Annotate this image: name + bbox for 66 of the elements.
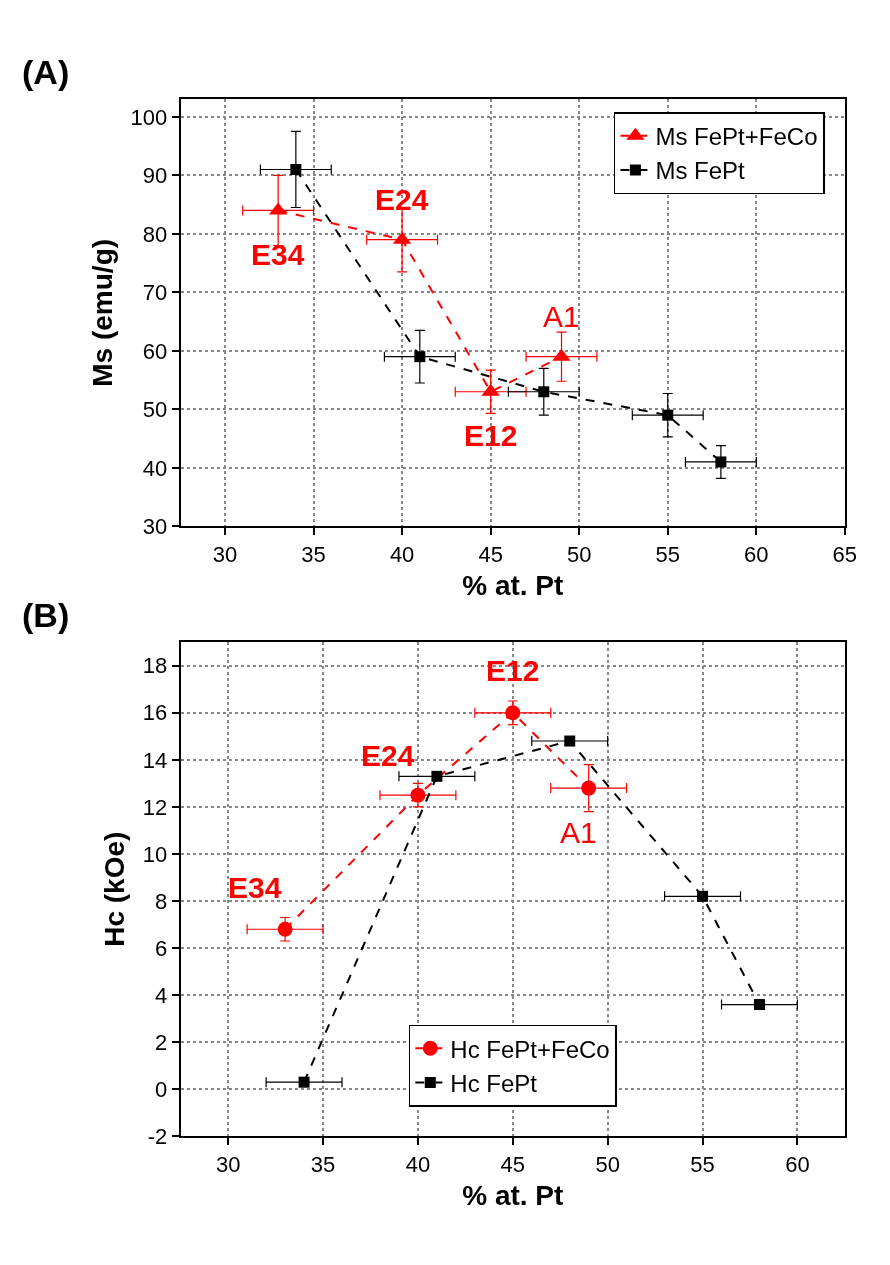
y-tick-label: 6 xyxy=(155,935,168,961)
x-tick-label: 55 xyxy=(690,1151,715,1177)
point xyxy=(298,1076,310,1088)
x-tick-label: 50 xyxy=(595,1151,620,1177)
y-tick-label: 80 xyxy=(142,221,168,247)
chart-title: (A) xyxy=(22,53,70,91)
point xyxy=(753,999,765,1011)
y-axis-title: Hc (kOe) xyxy=(99,831,131,947)
legend-label: Ms FePt xyxy=(655,157,746,185)
y-tick-label: -2 xyxy=(147,1124,168,1149)
annotation: E12 xyxy=(486,654,540,687)
y-tick-label: 70 xyxy=(142,280,168,306)
chart-title: (B) xyxy=(22,596,70,634)
x-tick-label: 35 xyxy=(301,541,326,567)
x-tick-label: 60 xyxy=(744,541,769,567)
annotation: E12 xyxy=(464,419,518,452)
y-tick-label: 18 xyxy=(142,653,168,679)
x-tick-label: 30 xyxy=(215,1151,241,1177)
legend-label: Ms FePt+FeCo xyxy=(655,123,818,151)
y-tick-label: 50 xyxy=(142,397,168,423)
y-tick-label: 16 xyxy=(142,700,168,726)
x-tick-label: 55 xyxy=(655,541,680,567)
point xyxy=(538,386,550,398)
point xyxy=(505,705,521,721)
y-tick-label: 90 xyxy=(142,163,168,189)
y-axis-title: Ms (emu/g) xyxy=(86,238,118,387)
y-tick-label: 30 xyxy=(142,514,168,539)
point xyxy=(277,921,293,937)
y-tick-label: 12 xyxy=(142,794,168,820)
annotation: E34 xyxy=(251,238,305,271)
legend-label: Hc FePt+FeCo xyxy=(450,1035,610,1063)
y-tick-label: 10 xyxy=(142,841,168,867)
point xyxy=(414,351,426,363)
point xyxy=(697,890,709,902)
annotation: E24 xyxy=(361,739,415,772)
point xyxy=(564,735,576,747)
annotation: E34 xyxy=(228,871,282,904)
y-tick-label: 0 xyxy=(155,1076,168,1102)
x-tick-label: 50 xyxy=(566,541,592,567)
y-tick-label: 8 xyxy=(155,888,168,914)
y-tick-label: 60 xyxy=(142,338,168,364)
x-axis-title: % at. Pt xyxy=(462,570,564,602)
x-axis-title: % at. Pt xyxy=(462,1180,564,1212)
x-tick-label: 45 xyxy=(478,541,503,567)
x-tick-label: 45 xyxy=(500,1151,526,1177)
y-tick-label: 4 xyxy=(155,982,168,1008)
annotation: A1 xyxy=(560,816,597,849)
annotation: E24 xyxy=(375,183,429,216)
point xyxy=(290,163,302,175)
legend-label: Hc FePt xyxy=(450,1069,538,1097)
point xyxy=(410,787,426,803)
x-tick-label: 60 xyxy=(785,1151,810,1177)
x-tick-label: 35 xyxy=(310,1151,336,1177)
x-tick-label: 40 xyxy=(405,1151,431,1177)
y-tick-label: 14 xyxy=(142,747,168,773)
y-tick-label: 2 xyxy=(155,1029,168,1055)
point xyxy=(715,456,727,468)
y-tick-label: 40 xyxy=(142,455,168,481)
annotation: A1 xyxy=(543,300,580,333)
point xyxy=(431,770,443,782)
x-tick-label: 30 xyxy=(212,541,238,567)
x-tick-label: 65 xyxy=(832,541,858,567)
point xyxy=(662,409,674,421)
x-tick-label: 40 xyxy=(389,541,415,567)
point xyxy=(581,780,597,796)
y-tick-label: 100 xyxy=(130,104,168,130)
